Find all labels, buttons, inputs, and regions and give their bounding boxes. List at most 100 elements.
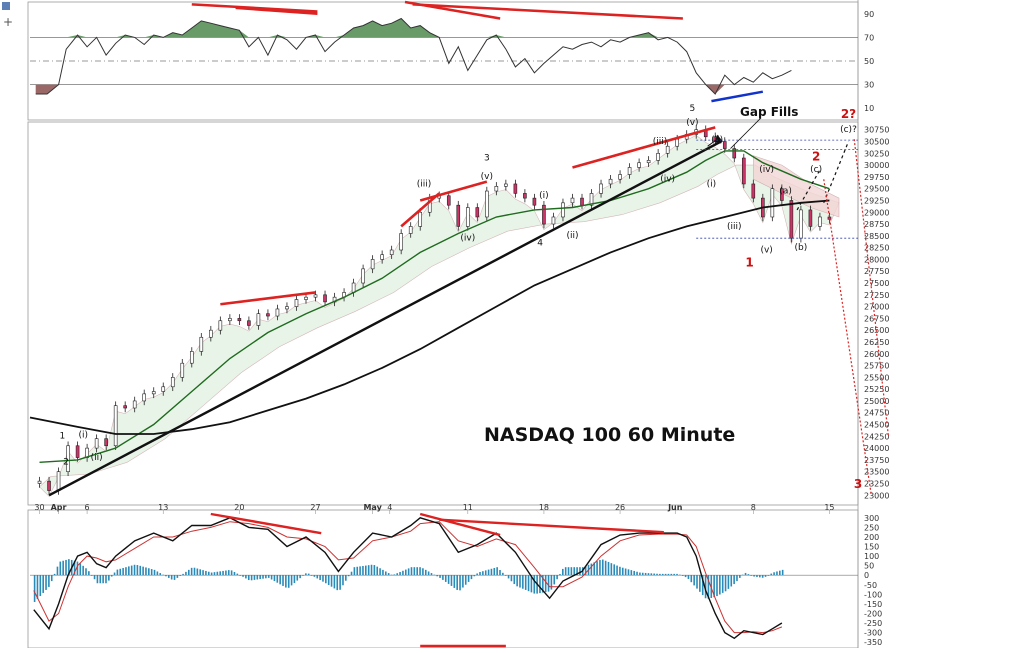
macd-histogram-bar [150,569,153,576]
price-tick-label: 30500 [864,138,889,147]
macd-histogram-bar [242,575,244,577]
macd-histogram-bar [302,575,304,576]
x-tick-label: 20 [234,503,244,512]
macd-histogram-bar [339,575,341,590]
macd-histogram-bar [279,575,281,585]
macd-histogram-bar [579,567,581,576]
macd-histogram-bar [262,575,264,579]
projection-line [823,141,850,204]
wave-label: (iii) [417,179,432,189]
macd-histogram-bar [236,573,239,576]
macd-histogram-bar [550,575,553,590]
toolbar-marker-icon[interactable] [2,2,10,10]
macd-histogram-bar [53,573,56,576]
x-tick-label: May [363,503,382,512]
macd-histogram-bar [764,575,767,577]
macd-histogram-bar [113,572,116,576]
candle [456,204,461,227]
candle [789,200,794,239]
macd-histogram-bar [462,575,464,588]
macd-histogram-bar [562,568,564,576]
macd-histogram-bar [187,569,190,576]
gap-callout-line [730,117,762,149]
macd-histogram-bar [216,571,219,576]
candle [361,268,365,284]
candle [218,320,223,331]
rsi-trendline [235,6,318,16]
macd-histogram-bar [779,570,781,576]
price-tick-label: 29000 [864,208,889,217]
macd-histogram-bar [527,575,530,592]
macd-histogram-bar [367,565,370,576]
macd-histogram-bar [424,569,427,576]
macd-histogram-bar [684,575,687,578]
macd-histogram-bar [439,575,441,578]
price-tick-label: 27750 [864,267,889,276]
macd-histogram-bar [393,574,396,576]
macd-histogram-bar [573,567,576,576]
macd-histogram-bar [76,561,79,576]
macd-histogram-bar [110,575,113,577]
macd-histogram-bar [570,567,573,576]
macd-line [33,517,783,640]
macd-tick-label: -150 [864,600,882,609]
x-tick-label: 18 [539,503,549,512]
candle [294,299,299,307]
candle [418,211,423,227]
macd-histogram-bar [122,567,124,576]
macd-signal-line [33,521,783,634]
macd-histogram-bar [539,575,541,594]
macd-histogram-bar [90,575,93,576]
macd-histogram-bar [142,566,144,576]
macd-histogram-bar [596,561,598,576]
candle [189,351,194,364]
macd-histogram-bar [96,575,99,584]
candle [551,216,556,225]
macd-histogram-bar [507,575,510,579]
macd-histogram-bar [382,569,384,576]
price-tick-label: 24000 [864,444,889,453]
zoom-in-icon[interactable]: + [3,15,13,29]
macd-histogram-bar [707,575,710,599]
rsi-tick-label: 50 [864,57,874,66]
macd-histogram-bar [470,575,473,580]
candle [266,313,270,317]
candle [561,202,565,218]
macd-histogram-bar [590,563,593,576]
candle [75,445,80,458]
macd-histogram-bar [756,575,758,577]
macd-histogram-bar [610,563,613,576]
macd-histogram-bar [105,575,107,584]
macd-histogram-bar [162,574,164,576]
candle [799,209,803,239]
macd-histogram-bar [276,575,279,583]
macd-histogram-bar [333,575,336,589]
macd-histogram-bar [93,575,96,580]
macd-histogram-bar [399,572,401,576]
macd-histogram-bar [42,575,44,593]
macd-histogram-bar [419,567,421,576]
macd-histogram-bar [636,571,638,576]
wave-label: (ii) [711,135,723,145]
wave-label: (v) [760,245,772,255]
macd-histogram-bar [693,575,695,586]
macd-histogram-bar [376,566,379,576]
macd-histogram-bar [39,575,42,596]
macd-histogram-bar [713,575,715,598]
wave-label: (c) [810,165,822,175]
macd-histogram-bar [664,573,667,576]
candle [646,160,651,164]
macd-histogram-bar [285,575,287,588]
x-tick-label: 6 [85,503,90,512]
wave-label: (i) [79,431,89,441]
x-tick-label: 13 [158,503,168,512]
macd-histogram-bar [696,575,698,589]
macd-histogram-bar [316,575,319,579]
price-tick-label: 26000 [864,350,889,359]
macd-histogram-bar [661,573,664,576]
x-tick-label: 26 [615,503,625,512]
macd-histogram-bar [681,575,684,576]
macd-histogram-bar [450,575,453,586]
macd-histogram-bar [524,575,527,590]
candle [237,318,242,322]
